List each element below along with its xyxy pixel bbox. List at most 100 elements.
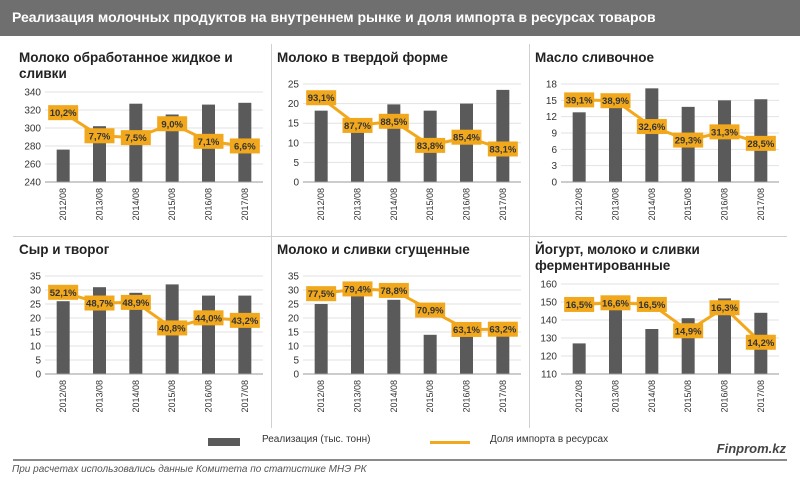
y-tick-label: 30 [288, 286, 300, 297]
x-tick-label: 2012/08 [574, 380, 584, 413]
legend: Реализация (тыс. тонн) Доля импорта в ре… [0, 428, 800, 452]
data-label: 38,9% [602, 96, 629, 107]
legend-line-swatch [430, 441, 470, 444]
y-tick-label: 35 [288, 272, 300, 283]
y-tick-label: 160 [540, 280, 557, 291]
bar [645, 88, 659, 182]
data-label: 16,5% [566, 300, 593, 311]
data-label: 10,2% [50, 108, 77, 119]
data-label-box [636, 296, 667, 312]
data-label-box [193, 133, 224, 149]
y-tick-label: 6 [551, 145, 557, 156]
panel-title: Сыр и творог [19, 242, 110, 257]
bar [718, 298, 731, 374]
bar [314, 110, 328, 182]
data-label: 29,3% [675, 136, 702, 147]
x-tick-label: 2013/08 [353, 380, 363, 413]
bar [202, 295, 215, 374]
bar [423, 334, 437, 374]
x-tick-label: 2017/08 [756, 380, 766, 413]
x-tick-label: 2015/08 [683, 188, 693, 221]
data-label-box [378, 282, 409, 298]
data-label: 14,2% [747, 338, 774, 349]
data-label: 43,2% [231, 316, 258, 327]
data-label: 79,4% [344, 284, 371, 295]
source-note: При расчетах использовались данные Комит… [12, 464, 367, 475]
y-tick-label: 30 [30, 286, 42, 297]
x-tick-label: 2015/08 [425, 188, 435, 221]
y-tick-label: 10 [288, 138, 300, 149]
data-label-box [120, 130, 151, 146]
data-label: 7,5% [125, 133, 147, 144]
y-tick-label: 240 [24, 178, 41, 189]
data-label: 63,2% [489, 325, 516, 336]
bar [572, 343, 586, 374]
bar [645, 329, 659, 374]
data-label-box [709, 300, 740, 316]
data-label: 7,7% [89, 131, 111, 142]
x-tick-label: 2017/08 [756, 188, 766, 221]
y-tick-label: 18 [546, 80, 558, 91]
data-label-box [451, 321, 482, 337]
data-label-box [342, 117, 373, 133]
data-label-box [600, 93, 631, 109]
y-tick-label: 15 [288, 328, 300, 339]
bottom-rule [13, 459, 787, 461]
y-tick-label: 150 [540, 298, 557, 309]
data-label-box [487, 141, 518, 157]
x-tick-label: 2016/08 [462, 380, 472, 413]
x-tick-label: 2012/08 [574, 188, 584, 221]
data-label: 93,1% [308, 93, 335, 104]
panel-yogurt: Йогурт, молоко и сливки ферментированные… [529, 236, 787, 428]
x-tick-label: 2014/08 [647, 380, 657, 413]
data-label: 48,7% [86, 299, 113, 310]
data-label-box [193, 310, 224, 326]
data-label: 9,0% [161, 119, 183, 130]
panel-chart: 0 5 10 15 20 25 30 35 2012/08 2013/08 2014/08 2015/… [30, 272, 263, 413]
y-tick-label: 20 [288, 314, 300, 325]
data-label-box [709, 124, 740, 140]
data-label-box [157, 320, 188, 336]
data-label: 28,5% [747, 139, 774, 150]
bar [387, 299, 401, 374]
data-label: 83,1% [489, 144, 516, 155]
data-label: 48,9% [122, 298, 149, 309]
panel-cheese: Сыр и творог 0 5 10 15 20 25 30 35 2012/08 2013/0… [13, 236, 271, 428]
bar [460, 327, 473, 374]
x-tick-label: 2014/08 [389, 380, 399, 413]
panel-chart: 0 5 10 15 20 25 2012/08 2013/08 2014/08 2015/08 20… [288, 80, 521, 221]
data-label-box [451, 129, 482, 145]
y-tick-label: 15 [288, 119, 300, 130]
data-label: 6,6% [234, 141, 256, 152]
x-tick-label: 2012/08 [58, 380, 68, 413]
x-tick-label: 2016/08 [720, 380, 730, 413]
x-tick-label: 2016/08 [720, 188, 730, 221]
y-tick-label: 110 [541, 370, 557, 381]
data-label-box [745, 135, 776, 151]
y-tick-label: 12 [546, 112, 558, 123]
x-tick-label: 2017/08 [240, 188, 250, 221]
data-label-box [48, 284, 79, 300]
data-label: 32,6% [638, 122, 665, 133]
x-tick-label: 2014/08 [389, 188, 399, 221]
data-label-box [84, 128, 115, 144]
x-tick-label: 2014/08 [131, 380, 141, 413]
bar [609, 101, 622, 182]
bar [572, 112, 586, 182]
y-tick-label: 140 [540, 316, 557, 327]
data-label-box [229, 138, 260, 154]
data-label-box [673, 323, 704, 339]
data-label-box [564, 92, 595, 108]
panel-chart: 110 120 130 140 150 160 2012/08 2013/08 2014/08 2… [540, 280, 779, 413]
y-tick-label: 0 [293, 370, 299, 381]
panel-title: Йогурт, молоко и сливки ферментированные [535, 242, 700, 273]
data-label-box [48, 105, 79, 121]
data-label: 70,9% [417, 306, 444, 317]
x-tick-label: 2013/08 [611, 380, 621, 413]
bar [609, 302, 622, 374]
x-tick-label: 2013/08 [611, 188, 621, 221]
bar [56, 149, 70, 182]
x-tick-label: 2016/08 [204, 380, 214, 413]
y-tick-label: 25 [288, 80, 300, 91]
legend-line-label: Доля импорта в ресурсах [490, 434, 609, 445]
